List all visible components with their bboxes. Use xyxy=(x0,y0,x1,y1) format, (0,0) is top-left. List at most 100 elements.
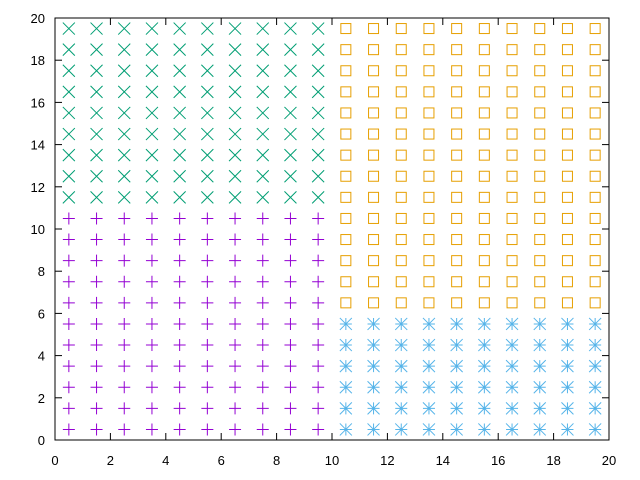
point xyxy=(340,297,352,309)
point xyxy=(284,360,297,373)
point xyxy=(284,148,297,162)
point xyxy=(506,107,518,119)
point xyxy=(118,360,131,373)
point xyxy=(201,212,214,225)
point xyxy=(256,85,270,99)
point xyxy=(284,85,297,99)
point xyxy=(534,234,546,246)
point xyxy=(311,127,325,141)
point xyxy=(478,234,490,246)
point xyxy=(173,85,187,99)
point xyxy=(201,275,214,288)
point xyxy=(451,65,463,77)
point xyxy=(284,423,297,436)
point xyxy=(533,359,547,373)
point xyxy=(561,297,573,309)
point xyxy=(228,43,242,57)
point xyxy=(90,64,103,78)
point xyxy=(394,359,408,373)
point xyxy=(256,190,270,204)
point xyxy=(118,423,131,436)
point xyxy=(117,106,131,120)
point xyxy=(173,381,186,394)
point xyxy=(478,65,490,77)
point xyxy=(229,212,242,225)
point xyxy=(534,65,546,77)
point xyxy=(256,148,270,162)
point xyxy=(90,296,103,309)
point xyxy=(561,255,573,267)
point xyxy=(228,148,242,162)
point xyxy=(368,65,380,77)
point xyxy=(90,148,103,162)
point xyxy=(118,402,131,415)
x-tick-label: 14 xyxy=(436,453,450,468)
point xyxy=(561,338,574,352)
x-tick-label: 0 xyxy=(51,453,58,468)
point xyxy=(312,275,325,288)
point xyxy=(561,234,573,246)
point xyxy=(478,128,490,140)
point xyxy=(228,169,242,183)
point xyxy=(533,380,547,394)
point xyxy=(561,359,574,373)
point xyxy=(145,85,159,99)
x-tick-label: 16 xyxy=(491,453,505,468)
point xyxy=(450,317,464,331)
point xyxy=(423,65,435,77)
point xyxy=(478,212,490,224)
point xyxy=(284,127,297,141)
point xyxy=(368,23,380,35)
point xyxy=(90,339,103,352)
point xyxy=(118,233,131,246)
point xyxy=(478,255,490,267)
point xyxy=(200,106,214,120)
point xyxy=(505,380,519,394)
point xyxy=(62,64,76,78)
point xyxy=(561,44,573,56)
y-tick-label: 2 xyxy=(38,391,45,406)
point xyxy=(62,106,76,120)
point xyxy=(589,149,601,161)
point xyxy=(229,339,242,352)
point xyxy=(339,359,353,373)
point xyxy=(173,148,187,162)
point xyxy=(118,275,131,288)
x-tick-label: 18 xyxy=(546,453,560,468)
point xyxy=(90,85,103,99)
point xyxy=(395,170,407,182)
point xyxy=(589,234,601,246)
point xyxy=(533,317,547,331)
point xyxy=(451,23,463,35)
point xyxy=(312,423,325,436)
point xyxy=(589,170,601,182)
point xyxy=(395,255,407,267)
point xyxy=(200,64,214,78)
point xyxy=(478,149,490,161)
point xyxy=(173,22,187,35)
point xyxy=(561,128,573,140)
y-tick-label: 14 xyxy=(31,138,45,153)
point xyxy=(118,212,131,225)
point xyxy=(229,402,242,415)
point xyxy=(173,402,186,415)
point xyxy=(118,339,131,352)
point xyxy=(422,338,436,352)
point xyxy=(117,22,131,35)
point xyxy=(451,234,463,246)
point xyxy=(505,317,519,331)
point xyxy=(533,423,547,436)
point xyxy=(395,212,407,224)
point xyxy=(534,44,546,56)
point xyxy=(173,254,186,267)
point xyxy=(311,22,325,35)
point xyxy=(506,23,518,35)
point xyxy=(451,44,463,56)
point xyxy=(339,401,353,415)
point xyxy=(506,44,518,56)
point xyxy=(561,276,573,288)
point xyxy=(62,169,76,183)
point xyxy=(506,297,518,309)
point xyxy=(256,64,270,78)
point xyxy=(340,212,352,224)
